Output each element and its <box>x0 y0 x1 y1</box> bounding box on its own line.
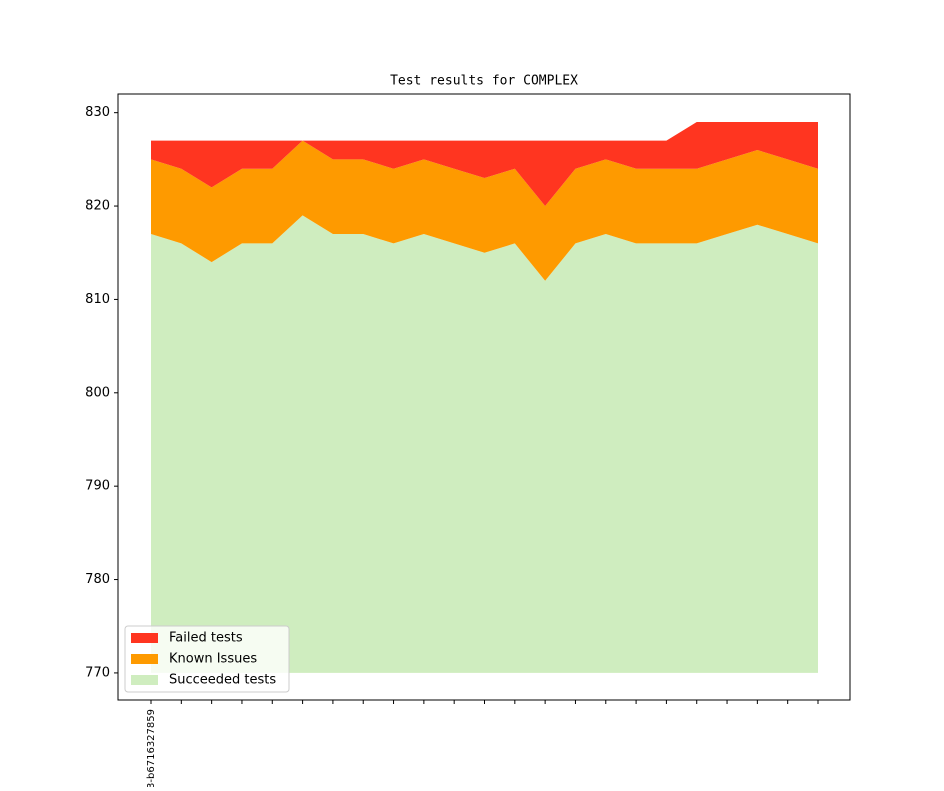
y-tick-label: 800 <box>85 385 110 400</box>
y-tick-label: 790 <box>85 479 110 494</box>
legend-swatch <box>131 675 158 685</box>
chart-title: Test results for COMPLEX <box>390 74 578 89</box>
area <box>151 122 818 207</box>
legend: Failed tests Known Issues Succeeded tests <box>124 625 290 693</box>
y-tick-label: 780 <box>85 572 110 587</box>
area <box>151 215 818 673</box>
y-tick-label: 810 <box>85 292 110 307</box>
y-tick-label: 830 <box>85 105 110 120</box>
x-tick-label: 3-b6716327859 <box>146 709 157 787</box>
legend-label: Known Issues <box>169 652 257 667</box>
legend-label: Failed tests <box>169 631 243 646</box>
legend-swatch <box>131 633 158 643</box>
legend-label: Succeeded tests <box>169 673 276 688</box>
legend-swatch <box>131 654 158 664</box>
legend-box <box>124 625 290 693</box>
area <box>151 140 818 281</box>
y-tick-label: 820 <box>85 199 110 214</box>
y-tick-label: 770 <box>85 665 110 680</box>
